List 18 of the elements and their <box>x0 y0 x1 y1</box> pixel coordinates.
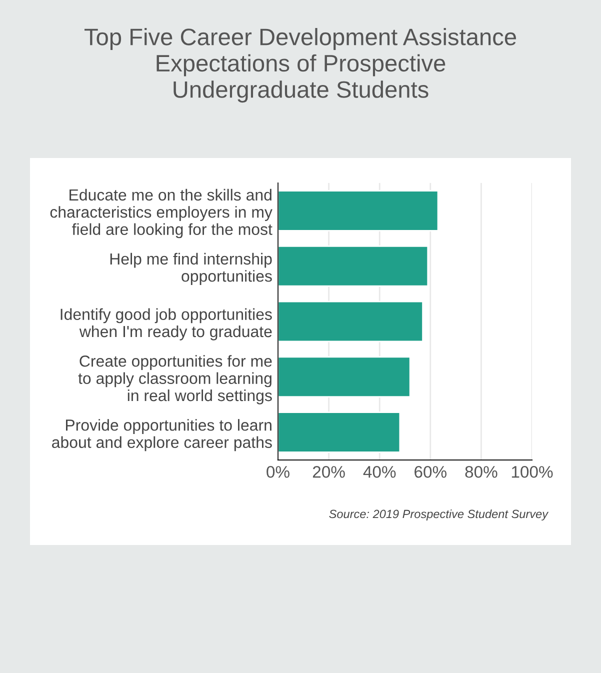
x-tick-label: 100% <box>512 466 553 478</box>
bar <box>278 300 424 342</box>
chart-title: Top Five Career Development Assistance Expectations of Prospective Undergraduate Students <box>84 28 516 103</box>
y-tick-label: Help me find internship opportunities <box>110 252 272 285</box>
x-tick-label: 0% <box>266 466 290 478</box>
y-tick-label: Provide opportunities to learn about and explore career paths <box>52 419 272 452</box>
bar <box>278 412 401 453</box>
bar <box>278 356 411 398</box>
y-tick-label: Create opportunities for me to apply classroom learning in real world settings <box>78 355 272 404</box>
x-tick-label: 80% <box>465 466 498 478</box>
x-tick-label: 20% <box>312 466 345 478</box>
source-note: Source: 2019 Prospective Student Survey <box>329 509 549 521</box>
bar <box>278 190 439 232</box>
x-tick-label: 60% <box>414 466 446 478</box>
x-tick-label: 40% <box>363 466 396 478</box>
bar <box>278 245 429 287</box>
y-tick-label: Identify good job opportunities when I'm ready to graduate <box>60 308 272 340</box>
y-tick-label: Educate me on the skills and characteristics employers in my field are looking for the most <box>50 188 272 238</box>
